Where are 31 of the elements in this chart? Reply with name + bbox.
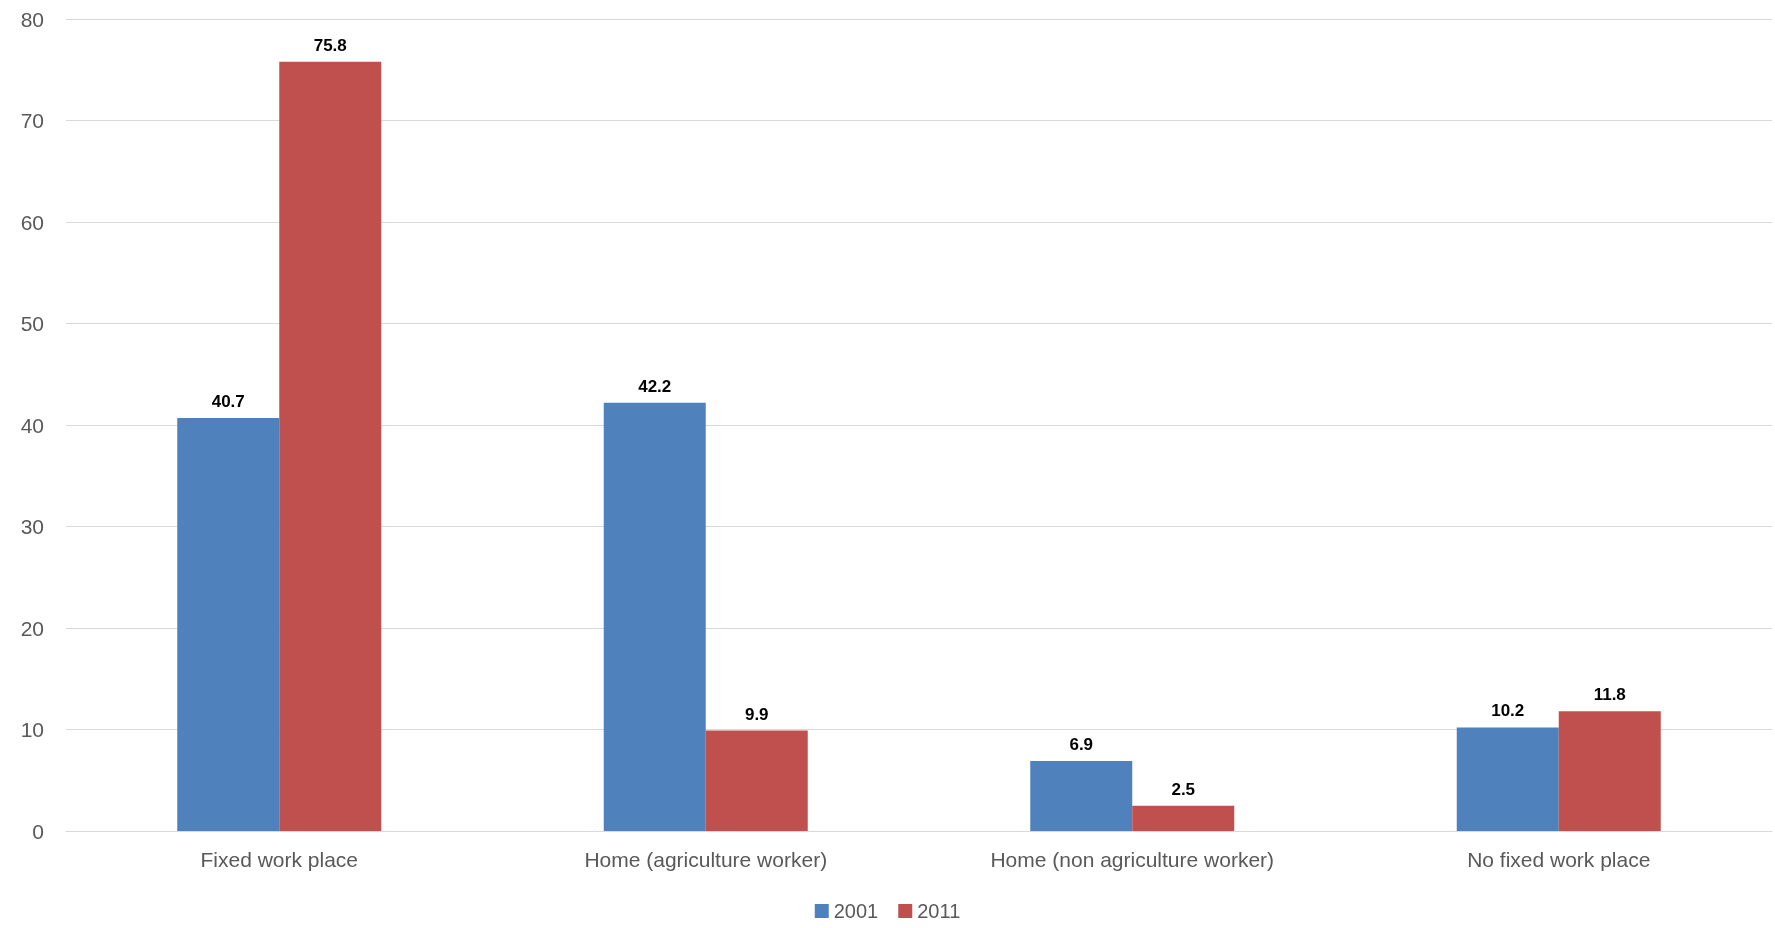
x-tick-label: No fixed work place: [1467, 848, 1651, 871]
legend-label: 2001: [833, 900, 879, 922]
y-tick-label: 60: [20, 210, 44, 234]
data-label: 42.2: [638, 376, 672, 396]
data-label: 40.7: [211, 391, 245, 411]
y-tick-label: 30: [20, 515, 44, 538]
y-tick-label: 0: [32, 819, 44, 843]
y-tick-label: 50: [20, 312, 44, 335]
y-tick-label: 80: [20, 7, 44, 31]
bar: [705, 730, 808, 831]
y-tick-label: 40: [20, 413, 44, 437]
bar: [1558, 711, 1661, 831]
bar: [1132, 805, 1235, 831]
x-tick-label: Fixed work place: [200, 848, 359, 871]
data-label: 10.2: [1491, 701, 1525, 721]
data-label: 9.9: [744, 704, 769, 724]
y-tick-label: 10: [20, 718, 44, 741]
x-tick-label: Home (non agriculture worker): [990, 848, 1275, 871]
data-label: 75.8: [313, 35, 347, 55]
bar: [603, 402, 706, 831]
bar: [177, 417, 280, 831]
bar: [279, 61, 382, 831]
data-label: 11.8: [1593, 685, 1626, 705]
data-label: 6.9: [1069, 734, 1094, 754]
y-tick-label: 70: [20, 109, 44, 132]
y-tick-label: 20: [20, 616, 44, 640]
data-label: 2.5: [1171, 779, 1196, 799]
x-tick-label: Home (agriculture worker): [584, 848, 828, 871]
legend-label: 2011: [917, 900, 961, 922]
bar: [1030, 760, 1133, 831]
bar: [1456, 727, 1559, 831]
